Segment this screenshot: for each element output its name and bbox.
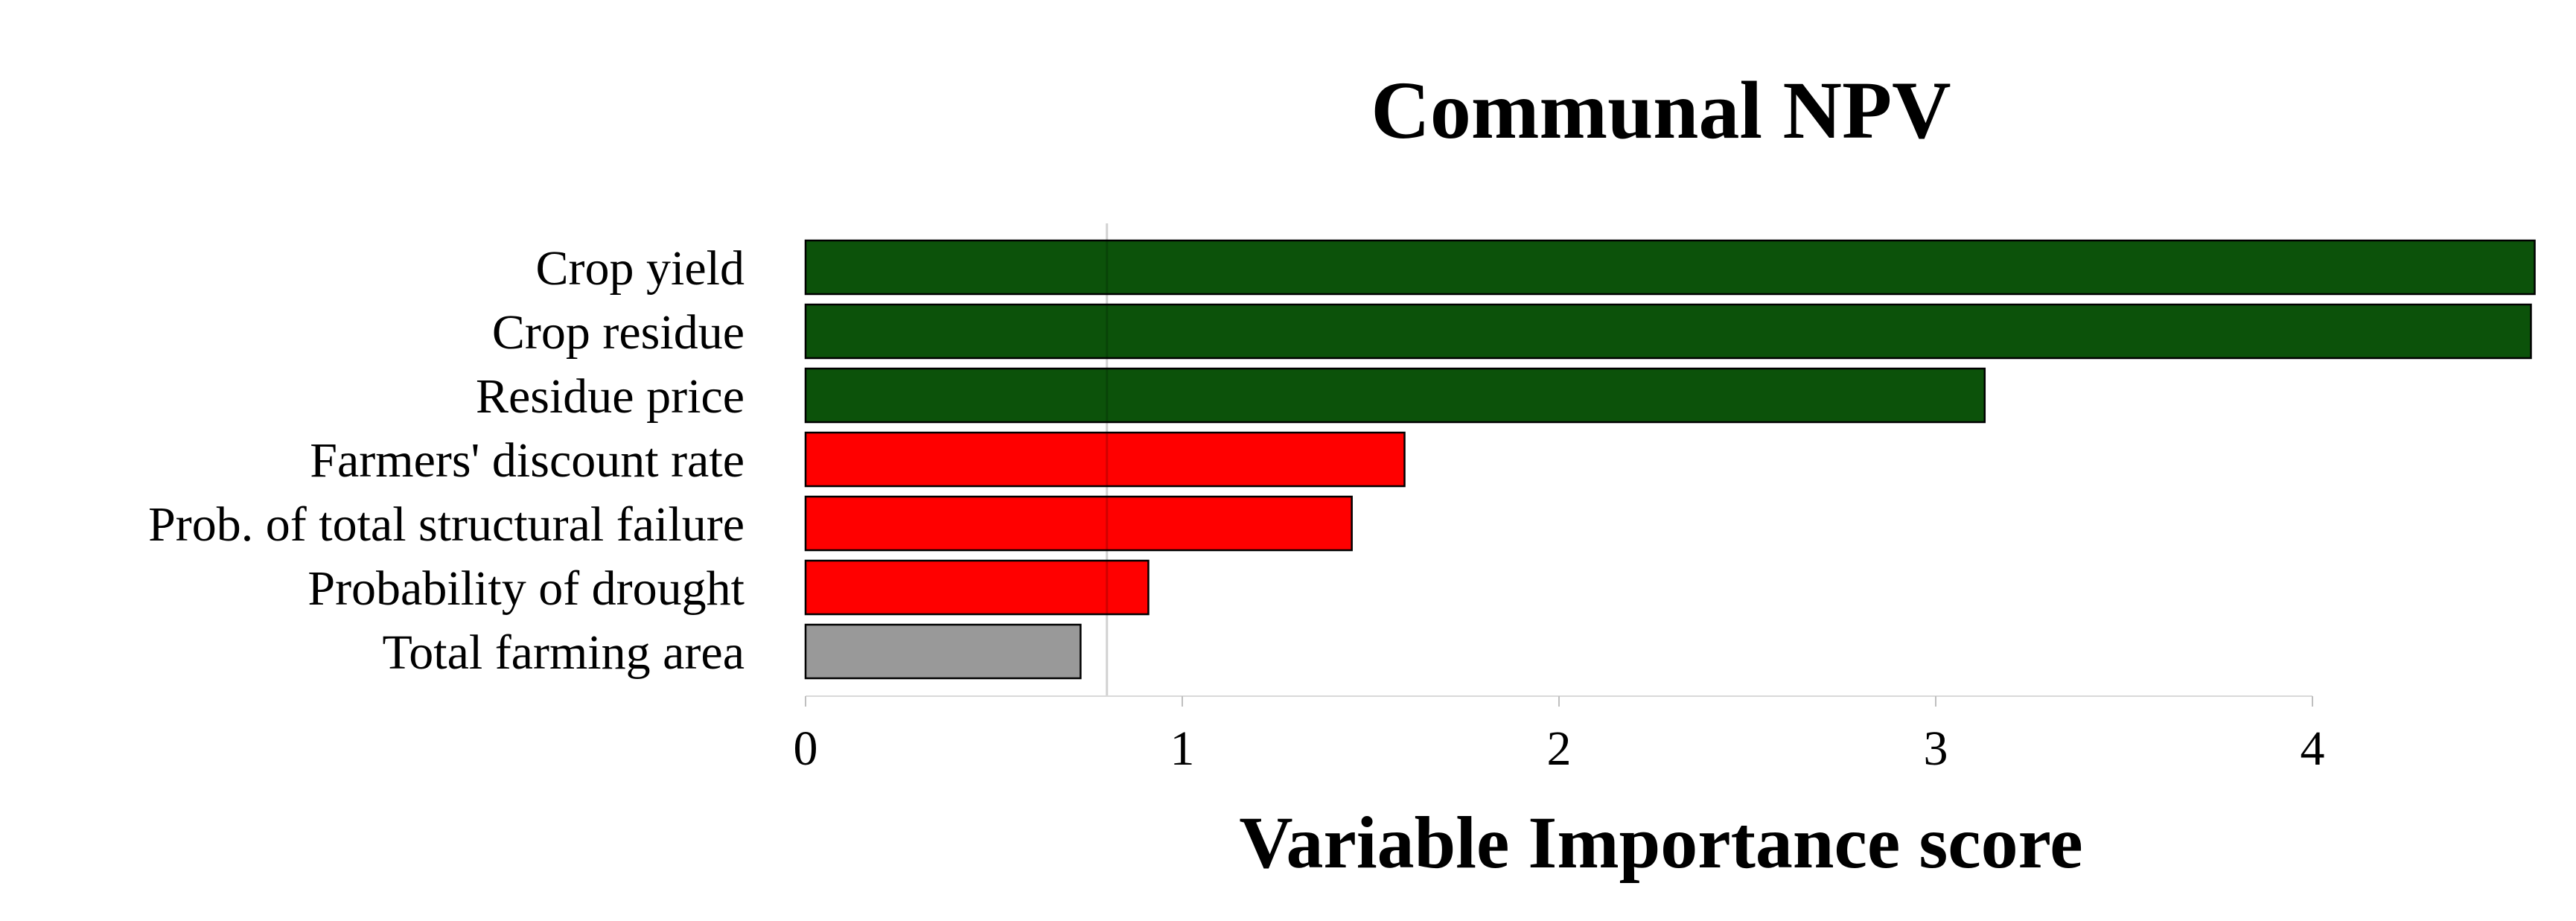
bar bbox=[804, 623, 1082, 680]
x-axis: 0 1 2 3 4 bbox=[794, 695, 2325, 776]
bars-layer bbox=[804, 239, 2536, 680]
x-tick-label: 0 bbox=[794, 721, 818, 776]
category-label: Total farming area bbox=[383, 625, 745, 680]
category-label: Crop yield bbox=[536, 241, 745, 296]
bar bbox=[804, 303, 2532, 360]
category-label: Prob. of total structural failure bbox=[148, 497, 745, 552]
bar bbox=[804, 495, 1353, 552]
category-label: Farmers' discount rate bbox=[310, 433, 745, 488]
bar bbox=[804, 239, 2536, 296]
category-label: Residue price bbox=[476, 369, 745, 424]
x-tick-label: 2 bbox=[1547, 721, 1572, 776]
category-label: Crop residue bbox=[492, 305, 745, 360]
chart-title: Communal NPV bbox=[1371, 65, 1951, 156]
category-labels: Crop yield Crop residue Residue price Farme… bbox=[148, 241, 745, 680]
bar bbox=[804, 559, 1150, 616]
x-tick-label: 4 bbox=[2301, 721, 2325, 776]
x-axis-title: Variable Importance score bbox=[1239, 801, 2082, 884]
x-tick-label: 1 bbox=[1170, 721, 1195, 776]
bar bbox=[804, 431, 1406, 488]
x-tick-label: 3 bbox=[1924, 721, 1948, 776]
bar bbox=[804, 367, 1986, 424]
category-label: Probability of drought bbox=[307, 561, 745, 616]
